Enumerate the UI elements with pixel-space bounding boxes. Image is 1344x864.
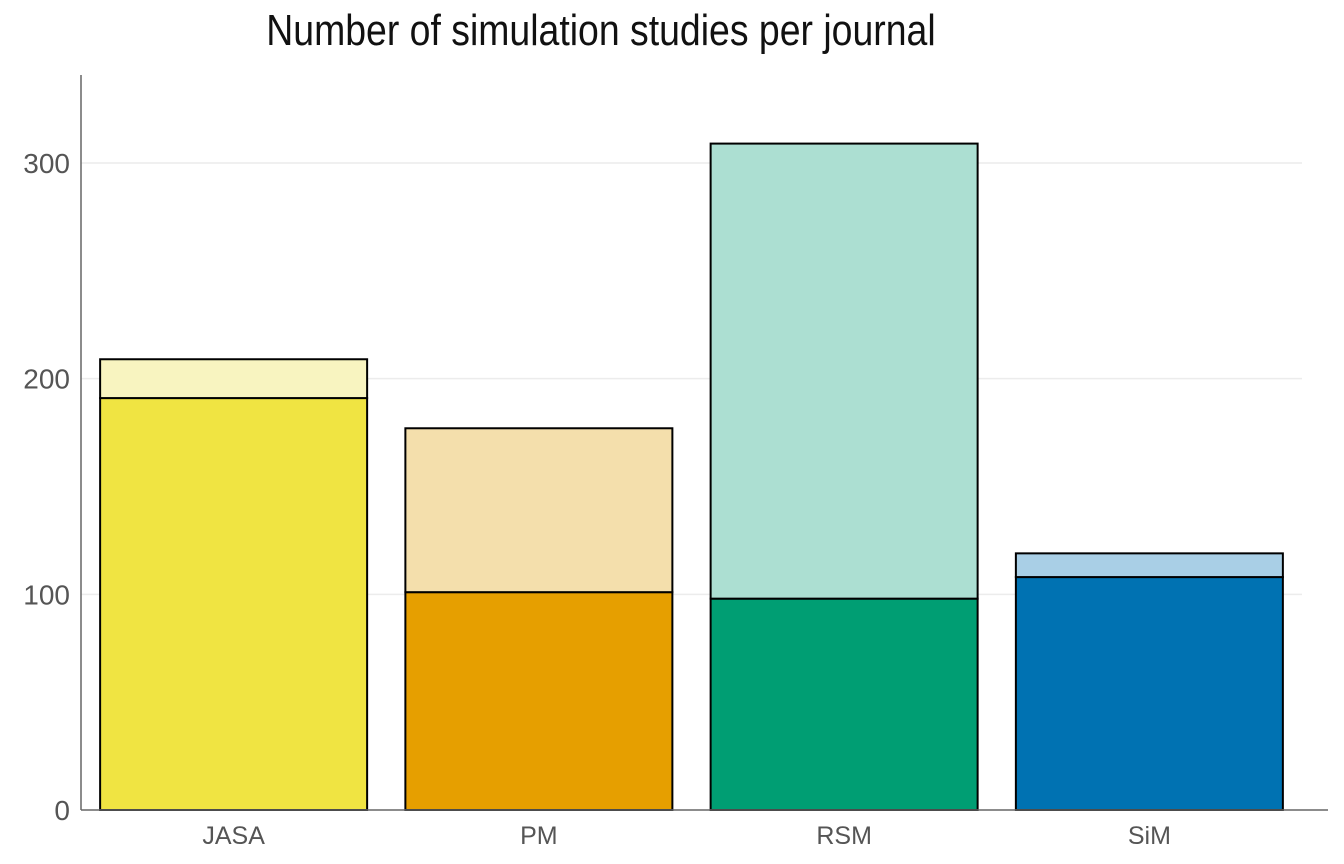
bar-segment [709,597,979,811]
x-tick-label: PM [520,822,558,850]
bar-segment [1014,576,1284,812]
x-tick-label: JASA [202,822,265,850]
y-tick-label: 0 [54,795,70,826]
chart-title: Number of simulation studies per journal [266,6,936,55]
bar-segment [404,427,674,594]
bar-segment [99,358,369,400]
bar-segment [1014,552,1284,579]
bar-segment [404,591,674,812]
bar-segment [709,142,979,600]
y-tick-label: 100 [23,579,70,610]
y-tick-label: 300 [23,148,70,179]
y-tick-label: 200 [23,364,70,395]
x-tick-label: RSM [816,822,872,850]
bar-segment [99,397,369,811]
x-tick-label: SiM [1128,822,1171,850]
